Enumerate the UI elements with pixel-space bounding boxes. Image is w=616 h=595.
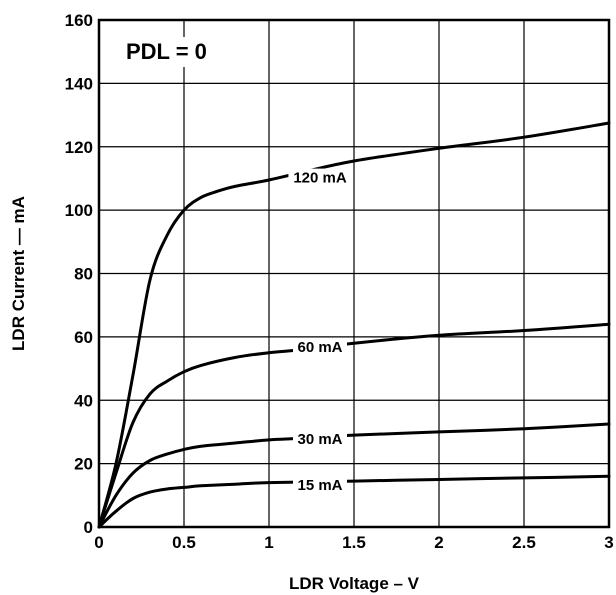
series-label-bg-15-ma: [293, 475, 347, 494]
x-tick-label-0: 0: [94, 533, 103, 552]
y-tick-label-0: 0: [84, 518, 93, 537]
y-tick-label-100: 100: [65, 201, 93, 220]
annotation-background: [120, 37, 223, 67]
x-tick-label-0-5: 0.5: [172, 533, 196, 552]
series-label-60-ma: 60 mA: [297, 339, 342, 356]
annotation-pdl: PDL = 0: [126, 39, 207, 64]
y-tick-label-20: 20: [74, 455, 93, 474]
grid: [99, 20, 609, 527]
series-line-120-ma: [97, 121, 611, 529]
y-tick-label-40: 40: [74, 391, 93, 410]
x-tick-label-1-5: 1.5: [342, 533, 366, 552]
series-line-30-ma: [97, 422, 611, 529]
series-label-bg-30-ma: [293, 430, 347, 449]
y-tick-label-60: 60: [74, 328, 93, 347]
series-label-bg-120-ma: [288, 168, 352, 187]
plot-frame: [97, 18, 611, 529]
series-label-15-ma: 15 mA: [297, 477, 342, 494]
series-label-120-ma: 120 mA: [293, 170, 347, 187]
x-tick-label-2-5: 2.5: [512, 533, 536, 552]
series-line-60-ma: [97, 322, 611, 529]
y-tick-label-120: 120: [65, 138, 93, 157]
y-tick-label-80: 80: [74, 265, 93, 284]
y-axis-label: LDR Current — mA: [9, 196, 28, 351]
tick-labels: 0 0.5 1 1.5 2 2.5 3 0 20 40 60 80 100 120 140 160: [65, 11, 614, 552]
series-label-bg-60-ma: [293, 338, 347, 357]
x-tick-label-3: 3: [604, 533, 613, 552]
x-tick-label-1: 1: [264, 533, 273, 552]
y-tick-label-140: 140: [65, 74, 93, 93]
y-tick-label-160: 160: [65, 11, 93, 30]
x-tick-label-2: 2: [434, 533, 443, 552]
x-axis-label: LDR Voltage – V: [289, 574, 420, 593]
series-line-15-ma: [97, 474, 611, 529]
series-label-30-ma: 30 mA: [297, 431, 342, 448]
series-curves: 120 mA 60 mA 30 mA 15 mA: [97, 121, 611, 529]
